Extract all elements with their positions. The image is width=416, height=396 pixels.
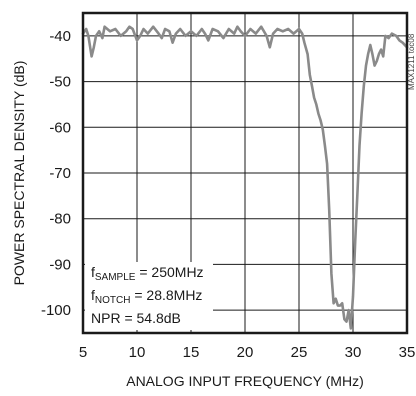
x-axis-title: ANALOG INPUT FREQUENCY (MHz) [126, 373, 364, 389]
x-tick-label: 5 [79, 344, 87, 361]
annotation-fnotch: fNOTCH = 28.8MHz [91, 287, 202, 306]
y-tick-label: -40 [49, 28, 71, 45]
y-axis-title: POWER SPECTRAL DENSITY (dB) [11, 61, 27, 286]
annotation-block: fSAMPLE = 250MHz fNOTCH = 28.8MHz NPR = … [91, 264, 204, 326]
annotation-background [85, 262, 213, 330]
y-tick-label: -90 [49, 256, 71, 273]
y-tick-label: -100 [41, 302, 71, 319]
x-tick-label: 35 [399, 344, 416, 361]
x-tick-label: 15 [183, 344, 200, 361]
y-tick-label: -60 [49, 119, 71, 136]
y-tick-label: -70 [49, 165, 71, 182]
y-tick-label: -50 [49, 74, 71, 91]
x-tick-labels: 5 10 15 20 25 30 35 [79, 344, 416, 361]
x-tick-label: 25 [291, 344, 308, 361]
y-tick-label: -80 [49, 211, 71, 228]
x-tick-label: 10 [129, 344, 146, 361]
x-tick-label: 30 [345, 344, 362, 361]
y-tick-labels: -40 -50 -60 -70 -80 -90 -100 [41, 28, 71, 319]
psd-series-line [81, 25, 409, 330]
annotation-fsample: fSAMPLE = 250MHz [91, 264, 204, 283]
annotation-npr: NPR = 54.8dB [91, 310, 181, 326]
side-code: MAX1211 toc08 [407, 33, 416, 90]
plot-frame [81, 11, 409, 335]
x-tick-label: 20 [237, 344, 254, 361]
series-layer [81, 25, 409, 330]
